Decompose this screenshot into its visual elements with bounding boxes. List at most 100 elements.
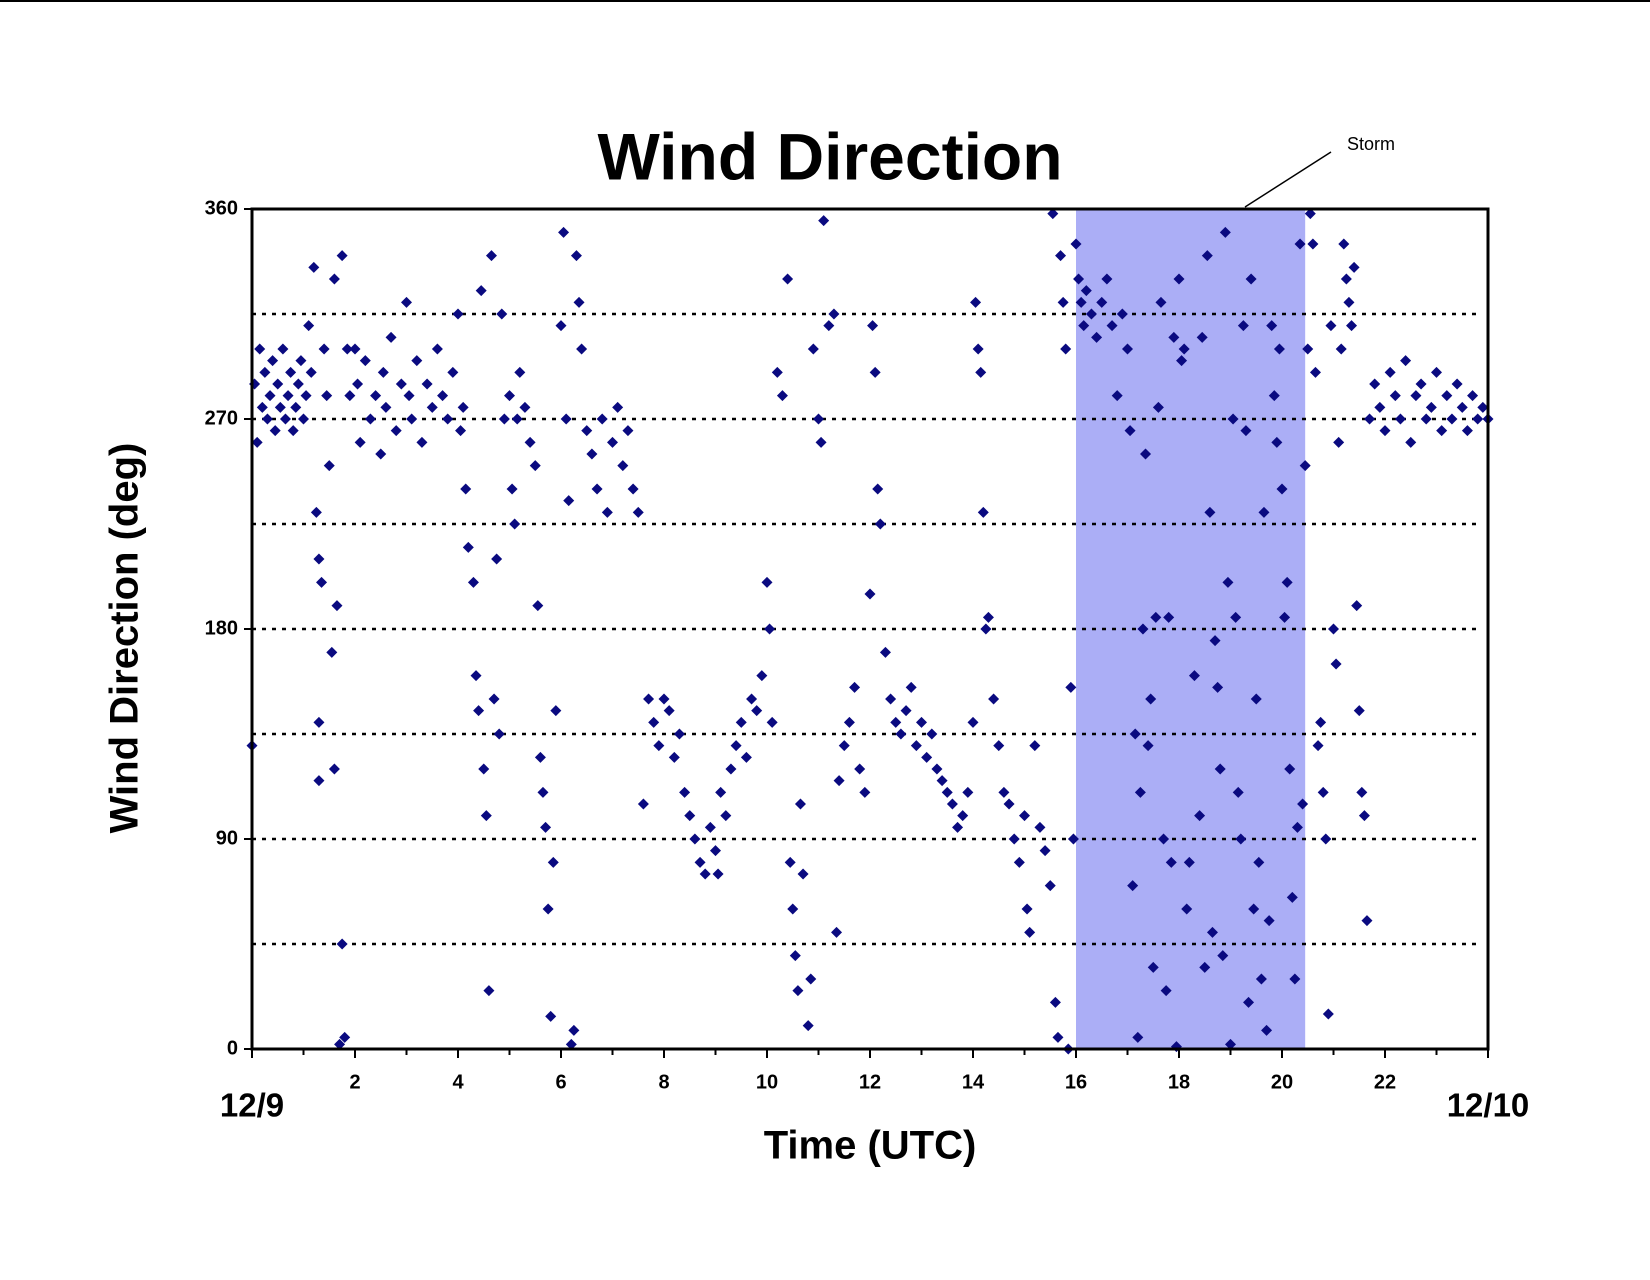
data-point <box>323 460 335 472</box>
data-point <box>1248 903 1260 915</box>
data-point <box>787 903 799 915</box>
data-point <box>1286 891 1298 903</box>
data-point <box>1436 425 1448 437</box>
data-point <box>910 740 922 752</box>
x-tick-label: 8 <box>658 1071 669 1093</box>
data-point <box>496 308 508 320</box>
y-tick-label: 360 <box>205 197 238 219</box>
data-point <box>416 436 428 448</box>
data-point <box>859 786 871 798</box>
data-point <box>426 401 438 413</box>
data-point <box>946 798 958 810</box>
data-point <box>285 366 297 378</box>
data-point <box>313 553 325 565</box>
data-point <box>452 308 464 320</box>
data-point <box>300 390 312 402</box>
data-point <box>377 366 389 378</box>
data-point <box>1461 425 1473 437</box>
data-point <box>1122 343 1133 355</box>
data-point <box>1183 856 1195 868</box>
data-point <box>514 366 526 378</box>
data-point <box>563 495 575 507</box>
data-point <box>480 810 492 822</box>
data-point <box>331 600 343 612</box>
data-point <box>1013 856 1025 868</box>
data-point <box>570 250 582 262</box>
data-point <box>359 355 371 367</box>
data-point <box>849 681 861 693</box>
data-point <box>782 273 794 285</box>
data-point <box>1140 448 1152 460</box>
data-point <box>1214 763 1226 775</box>
data-point <box>1111 390 1123 402</box>
data-point <box>1312 740 1324 752</box>
data-point <box>735 716 747 728</box>
data-point <box>643 693 655 705</box>
data-point <box>1168 331 1180 343</box>
data-point <box>1273 343 1285 355</box>
data-point <box>869 366 881 378</box>
data-point <box>447 366 459 378</box>
data-point <box>1320 833 1332 845</box>
data-point <box>694 856 706 868</box>
data-point <box>632 506 644 518</box>
data-point <box>1281 576 1293 588</box>
data-point <box>663 705 675 717</box>
data-point <box>1078 320 1090 332</box>
data-point <box>1150 611 1162 623</box>
data-point <box>336 250 348 262</box>
data-point <box>1346 320 1358 332</box>
data-point <box>1328 623 1339 635</box>
data-point <box>1340 273 1352 285</box>
data-point <box>1160 985 1172 997</box>
data-point <box>504 390 515 402</box>
data-point <box>1055 250 1067 262</box>
data-point <box>390 425 402 437</box>
data-point <box>1358 810 1370 822</box>
x-date-label: 12/9 <box>220 1087 284 1124</box>
data-point <box>292 378 304 390</box>
data-point <box>483 985 495 997</box>
data-point <box>1225 1038 1236 1050</box>
data-point <box>1073 273 1085 285</box>
data-point <box>1158 833 1170 845</box>
data-point <box>1075 296 1087 308</box>
data-point <box>1446 413 1458 425</box>
data-point <box>537 786 549 798</box>
y-tick-label: 90 <box>216 827 238 849</box>
data-point <box>864 588 876 600</box>
data-point <box>1369 378 1381 390</box>
data-point <box>890 716 902 728</box>
x-axis-title: Time (UTC) <box>764 1124 977 1168</box>
data-point <box>1279 611 1291 623</box>
data-point <box>1188 670 1200 682</box>
data-point <box>313 775 325 787</box>
data-point <box>1039 845 1051 857</box>
data-point <box>980 623 992 635</box>
data-point <box>756 670 768 682</box>
data-point <box>1317 786 1329 798</box>
data-point <box>712 868 724 880</box>
data-point <box>1232 786 1244 798</box>
data-point <box>1240 425 1252 437</box>
data-point <box>802 1020 814 1032</box>
data-point <box>1325 320 1337 332</box>
data-point <box>1322 1008 1334 1020</box>
data-point <box>1173 273 1185 285</box>
data-point <box>1472 413 1484 425</box>
data-point <box>1145 693 1157 705</box>
data-point <box>936 775 948 787</box>
x-tick-label: 4 <box>452 1071 464 1093</box>
data-point <box>282 390 294 402</box>
data-point <box>1101 273 1113 285</box>
data-point <box>815 436 827 448</box>
plot-frame <box>250 207 1490 1051</box>
data-point <box>854 763 866 775</box>
data-point <box>761 576 773 588</box>
data-point <box>1276 483 1288 495</box>
data-point <box>1255 973 1267 985</box>
data-point <box>622 425 634 437</box>
data-point <box>328 273 340 285</box>
data-point <box>1302 343 1314 355</box>
